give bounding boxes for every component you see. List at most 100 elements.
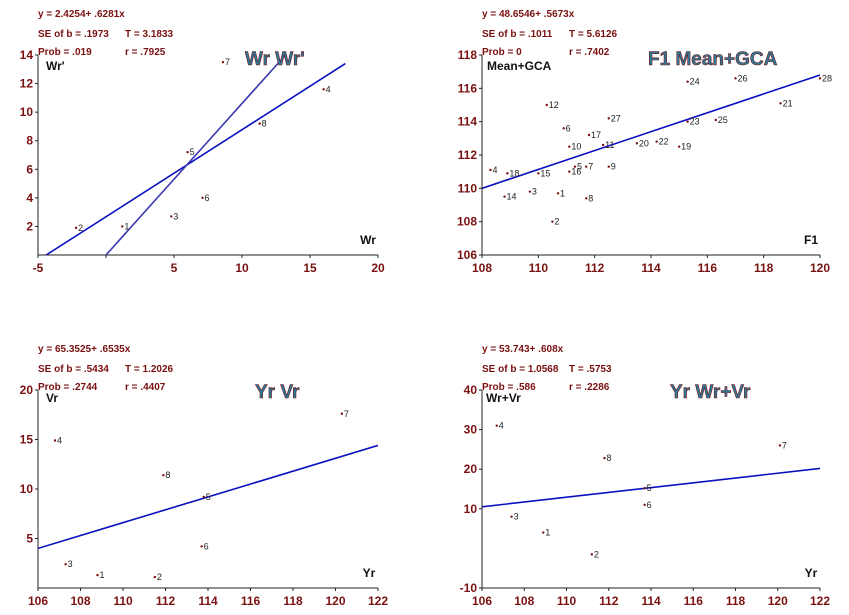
data-point [587, 133, 591, 137]
y-axis-label: Vr [46, 391, 58, 405]
y-tick-label: 20 [20, 383, 34, 397]
regression-line-1 [38, 444, 378, 550]
data-point-label: 21 [783, 98, 793, 108]
data-point-label: 17 [591, 130, 601, 140]
data-point [162, 473, 165, 477]
data-point-label: 1 [545, 528, 550, 538]
data-point [221, 60, 225, 64]
chart-title: Yr Vr [255, 382, 300, 403]
data-point [607, 165, 610, 168]
data-point [186, 150, 189, 154]
data-point [734, 77, 737, 80]
x-tick-label: 114 [641, 261, 661, 275]
x-tick-label: 108 [514, 594, 534, 608]
data-point-label: 19 [681, 142, 691, 152]
data-point-label: 6 [204, 541, 209, 551]
y-tick-label: 8 [26, 134, 33, 148]
x-tick-label: 20 [371, 261, 385, 275]
data-point-label: 3 [68, 559, 73, 569]
data-point-label: 24 [690, 77, 700, 87]
x-tick-label: 120 [768, 594, 788, 608]
y-tick-label: 116 [458, 81, 478, 95]
data-point-label: 1 [560, 188, 565, 198]
data-point [340, 412, 344, 415]
x-tick-label: 116 [241, 594, 261, 608]
chart-panel-2: y = 48.6546+ .5673x SE of b = .1011 T = 5.… [457, 9, 832, 275]
prob-value: Prob = .586 [482, 382, 536, 393]
chart-panel-4: y = 53.743+ .608x SE of b = 1.0568 T = .57… [460, 344, 831, 608]
data-point [556, 192, 560, 195]
chart-panel-1: y = 2.4254+ .6281x SE of b = .1973 T = 3.1… [20, 9, 385, 275]
data-point [528, 190, 532, 193]
y-tick-label: 20 [464, 462, 478, 476]
data-point-label: 3 [173, 211, 178, 221]
data-point-label: 2 [594, 549, 599, 559]
data-point [201, 196, 204, 200]
data-point-label: 4 [326, 84, 331, 94]
data-point [53, 439, 57, 442]
x-tick-label: 110 [113, 594, 133, 608]
y-tick-label: 10 [20, 105, 34, 119]
x-tick-label: 108 [472, 261, 492, 275]
data-point-label: 27 [611, 113, 621, 123]
r-value: r = .2286 [569, 382, 610, 393]
y-tick-label: 112 [458, 148, 478, 162]
data-point-label: 8 [165, 470, 170, 480]
data-point [779, 102, 782, 105]
data-point [537, 172, 540, 175]
data-point-label: 8 [588, 193, 593, 203]
x-tick-label: 118 [726, 594, 746, 608]
data-point-label: 8 [262, 119, 267, 129]
data-point-label: 15 [540, 168, 550, 178]
data-point-label: 25 [718, 115, 728, 125]
data-point [170, 215, 173, 218]
data-point-label: 23 [690, 117, 700, 127]
data-point-label: 1 [124, 221, 129, 231]
data-point-label: 5 [577, 162, 582, 172]
data-point-label: 7 [344, 409, 349, 419]
data-point-label: 1 [100, 570, 105, 580]
y-tick-label: 6 [26, 162, 33, 176]
data-point [568, 170, 571, 173]
chart-panel-3: y = 65.3525+ .6535x SE of b = .5434 T = 1.… [20, 344, 389, 608]
data-point [96, 573, 99, 577]
data-point [714, 118, 717, 122]
regression-line-1 [45, 62, 346, 255]
y-tick-label: 10 [464, 502, 478, 516]
data-point [200, 545, 203, 548]
data-point-label: 4 [499, 421, 504, 431]
data-point-label: 2 [78, 223, 83, 233]
prob-value: Prob = 0 [482, 47, 522, 58]
data-point [603, 456, 606, 460]
data-point-label: 9 [611, 162, 616, 172]
regression-line-2 [105, 54, 287, 255]
data-point [601, 143, 605, 147]
y-tick-label: 30 [464, 423, 478, 437]
data-point [686, 80, 689, 83]
x-tick-label: -5 [33, 261, 44, 275]
r-value: r = .4407 [125, 382, 166, 393]
t-value: T = 1.2026 [125, 364, 174, 375]
data-point [74, 226, 78, 230]
data-point-label: 14 [507, 192, 517, 202]
chart-title: Wr Wr' [245, 49, 305, 70]
r-value: r = .7925 [125, 47, 166, 58]
y-axis-label: Wr+Vr [486, 391, 521, 405]
x-tick-label: 114 [641, 594, 661, 608]
x-tick-label: 118 [283, 594, 303, 608]
x-tick-label: 118 [754, 261, 774, 275]
x-tick-label: 112 [156, 594, 176, 608]
t-value: T = 5.6126 [569, 29, 618, 40]
data-point [573, 165, 577, 168]
data-point-label: 3 [532, 187, 537, 197]
y-tick-label: 4 [26, 191, 33, 205]
y-tick-label: 118 [458, 48, 478, 62]
se-of-b: SE of b = .5434 [38, 364, 109, 375]
x-tick-label: 110 [529, 261, 549, 275]
data-point [655, 140, 658, 143]
data-point-label: 28 [822, 73, 832, 83]
data-point [489, 168, 492, 172]
data-point [607, 117, 610, 120]
data-point-label: 20 [639, 138, 649, 148]
data-point [258, 122, 261, 125]
